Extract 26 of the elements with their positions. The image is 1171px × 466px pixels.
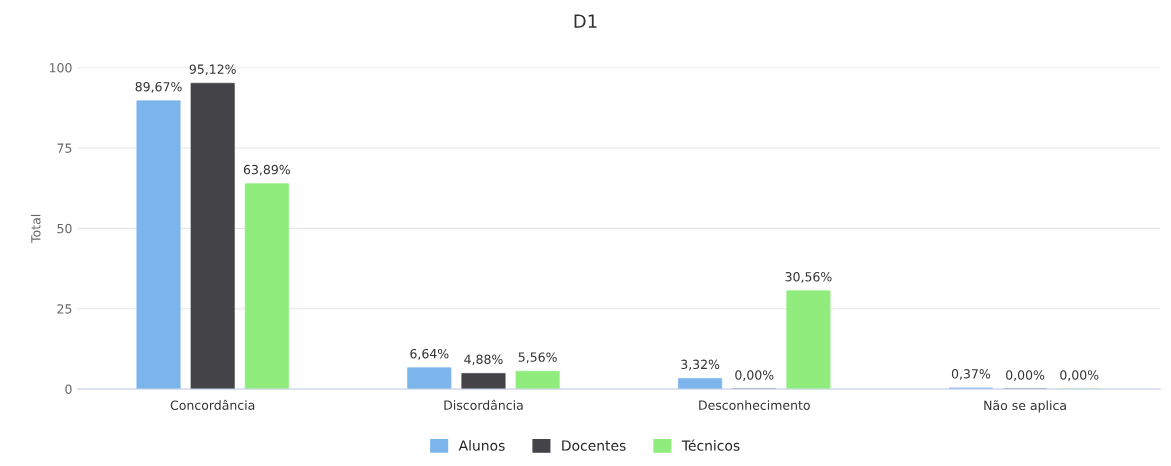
data-label: 63,89% [243, 164, 290, 176]
legend-label: Alunos [458, 440, 505, 451]
x-tick-label: Não se aplica [984, 400, 1066, 413]
data-label: 95,12% [189, 64, 236, 76]
data-label: 4,88% [464, 354, 503, 366]
data-label: 0,00% [735, 370, 774, 382]
y-tick-label: 100 [49, 63, 72, 73]
y-tick-label: 75 [57, 143, 72, 153]
data-label: 5,56% [518, 352, 557, 364]
y-axis-title: Total [30, 214, 41, 243]
data-label: 0,37% [951, 369, 991, 380]
data-label: 89,67% [135, 81, 182, 93]
chart-title: D1 [574, 14, 597, 28]
y-tick-label: 25 [57, 304, 72, 314]
y-tick-label: 50 [57, 223, 72, 234]
legend-label: Docentes [562, 440, 626, 451]
legend-label: Técnicos [681, 439, 740, 451]
y-tick-label: 0 [65, 384, 72, 395]
data-label: 3,32% [681, 359, 720, 371]
x-tick-label: Concordância [170, 399, 255, 410]
data-label: 0,00% [1006, 370, 1045, 382]
data-label: 0,00% [1060, 370, 1099, 382]
x-tick-label: Desconhecimento [699, 400, 810, 410]
x-tick-label: Discordância [444, 399, 523, 410]
data-label: 30,56% [785, 272, 832, 283]
data-label: 6,64% [410, 348, 449, 360]
